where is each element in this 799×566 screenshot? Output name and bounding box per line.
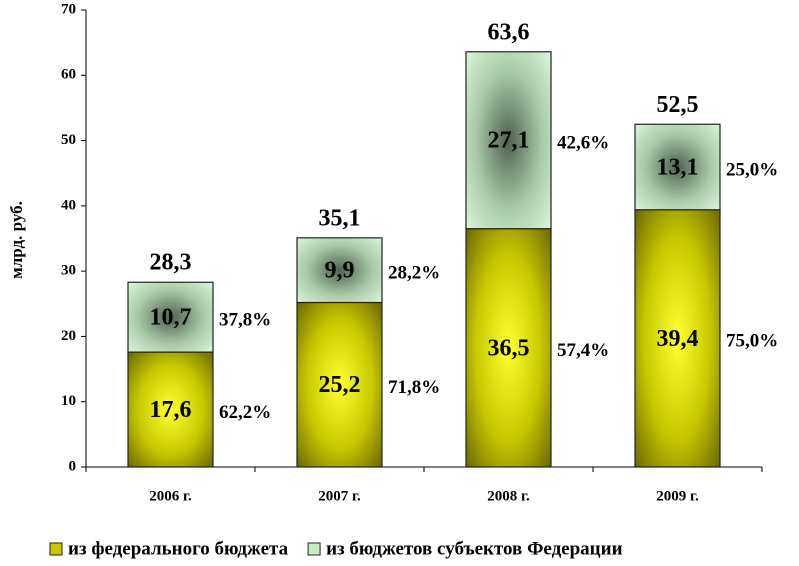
y-tick-label: 20	[61, 328, 76, 344]
value-label: 10,7	[150, 305, 192, 331]
legend-swatch	[307, 542, 321, 556]
total-label: 35,1	[319, 205, 361, 231]
share-label: 25,0%	[726, 159, 778, 180]
legend-label: из бюджетов субъектов Федерации	[326, 538, 623, 559]
y-tick-label: 0	[69, 458, 77, 474]
bar-segment	[634, 123, 721, 211]
bar-segment	[465, 228, 552, 468]
bar-segment	[296, 301, 383, 468]
bar-segment	[127, 281, 214, 353]
bar-segment	[296, 237, 383, 304]
y-tick-label: 50	[61, 132, 76, 148]
legend-label: из федерального бюджета	[68, 538, 289, 559]
value-label: 13,1	[657, 155, 699, 181]
total-label: 28,3	[150, 250, 192, 276]
value-label: 39,4	[657, 326, 699, 352]
x-tick-label: 2009 г.	[656, 488, 699, 504]
y-axis-label: млрд. руб.	[7, 201, 26, 279]
y-tick-label: 40	[61, 197, 76, 213]
y-tick-label: 30	[61, 263, 76, 279]
value-label: 36,5	[488, 335, 530, 361]
legend-swatch	[49, 542, 63, 556]
x-tick-label: 2007 г.	[318, 488, 361, 504]
x-tick-label: 2006 г.	[149, 488, 192, 504]
bar-segment	[127, 351, 214, 468]
share-label: 71,8%	[388, 377, 440, 398]
total-label: 63,6	[488, 19, 530, 45]
value-label: 9,9	[325, 258, 355, 284]
share-label: 28,2%	[388, 263, 440, 284]
bar-segment	[465, 51, 552, 230]
share-label: 57,4%	[557, 340, 609, 361]
y-tick-label: 70	[61, 1, 76, 17]
x-tick-label: 2008 г.	[487, 488, 530, 504]
share-label: 42,6%	[557, 133, 609, 154]
total-label: 52,5	[657, 92, 699, 118]
share-label: 75,0%	[726, 331, 778, 352]
y-tick-label: 10	[61, 393, 76, 409]
value-label: 25,2	[319, 372, 361, 398]
share-label: 62,2%	[219, 402, 271, 423]
share-label: 37,8%	[219, 310, 271, 331]
y-tick-label: 60	[61, 67, 76, 83]
value-label: 27,1	[488, 128, 530, 154]
value-label: 17,6	[150, 397, 192, 423]
